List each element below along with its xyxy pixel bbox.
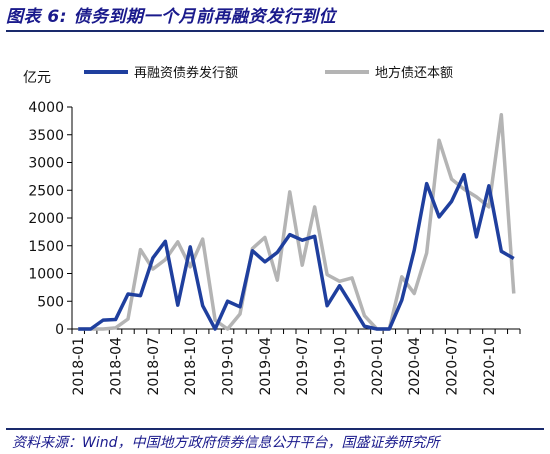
- x-tick-label: 2020-10: [482, 337, 498, 396]
- y-tick-label: 3000: [28, 156, 64, 172]
- chart-axes: 0 500 1000 1500 2000 2500 3000 3500 4000 2018-01 2…: [28, 100, 521, 396]
- y-axis-label: 亿元: [23, 70, 51, 86]
- x-tick-label: 2018-01: [71, 337, 87, 396]
- x-tick-label: 2018-04: [109, 337, 125, 396]
- figure-title: 图表 6: 债务到期一个月前再融资发行到位: [6, 2, 336, 27]
- y-tick-label: 1000: [28, 267, 64, 283]
- x-tick-label: 2020-04: [407, 337, 423, 396]
- y-tick-label: 2500: [28, 183, 64, 199]
- x-tick-label: 2020-01: [370, 337, 386, 396]
- y-tick-label: 2000: [28, 211, 64, 227]
- x-tick-label: 2019-07: [295, 337, 311, 396]
- y-tick-label: 0: [55, 322, 64, 338]
- x-tick-label: 2018-07: [146, 337, 162, 396]
- bottom-rule: [6, 428, 544, 430]
- legend-label-1: 再融资债券发行额: [134, 65, 238, 81]
- x-tick-label: 2018-10: [183, 337, 199, 396]
- figure-title-text: 债务到期一个月前再融资发行到位: [73, 7, 336, 27]
- series-line-2: [78, 113, 516, 331]
- x-tick-label: 2020-07: [445, 337, 461, 396]
- chart-legend: 再融资债券发行额 地方债还本额: [84, 65, 453, 81]
- chart-series: [78, 113, 516, 331]
- top-rule: [6, 30, 544, 32]
- legend-label-2: 地方债还本额: [375, 65, 453, 81]
- y-tick-label: 500: [37, 294, 64, 310]
- x-tick-label: 2019-10: [333, 337, 349, 396]
- source-note: 资料来源：Wind，中国地方政府债券信息公开平台，国盛证券研究所: [12, 435, 440, 451]
- x-tick-label: 2019-04: [258, 337, 274, 396]
- figure-label: 图表 6:: [6, 7, 68, 27]
- y-tick-label: 1500: [28, 239, 64, 255]
- series-line-1: [78, 172, 515, 331]
- y-tick-label: 4000: [28, 100, 64, 116]
- y-tick-label: 3500: [28, 128, 64, 144]
- x-tick-label: 2019-01: [221, 337, 237, 396]
